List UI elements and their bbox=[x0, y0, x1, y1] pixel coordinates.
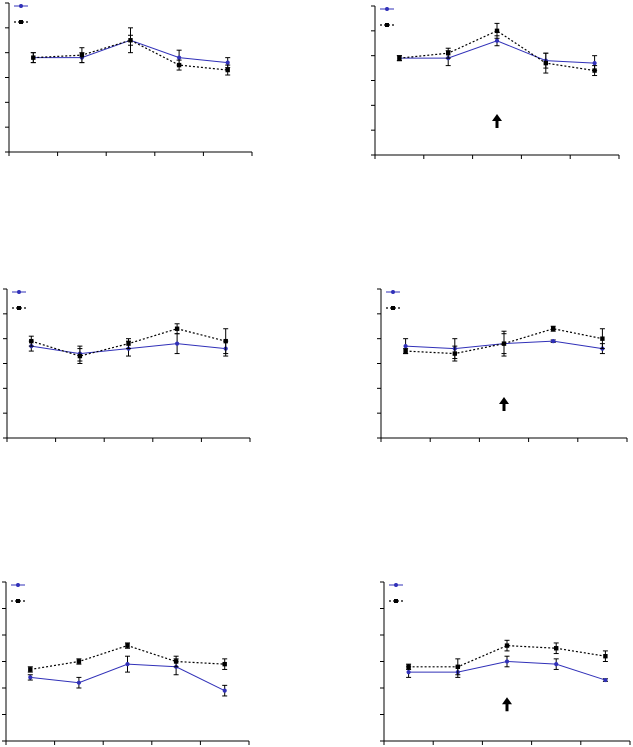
series-1-point bbox=[554, 662, 559, 667]
series-2-point bbox=[76, 659, 82, 664]
series-2-point bbox=[126, 341, 131, 346]
chart-panel-1 bbox=[5, 2, 253, 156]
legend-marker-series-1 bbox=[391, 290, 395, 294]
series-2-point bbox=[79, 52, 85, 58]
up-arrow-icon bbox=[492, 114, 502, 129]
legend-marker-series-1 bbox=[17, 290, 21, 294]
series-2-point bbox=[125, 643, 130, 648]
chart-panel-3 bbox=[3, 288, 251, 442]
series-2-point bbox=[397, 55, 402, 61]
legend-marker-series-1 bbox=[394, 583, 398, 587]
legend-marker-series-1 bbox=[16, 583, 20, 587]
series-2-line bbox=[399, 30, 595, 72]
series-2-point bbox=[543, 60, 548, 66]
series-2-point bbox=[28, 667, 33, 672]
up-arrow-icon bbox=[502, 697, 512, 712]
series-2-point bbox=[501, 341, 507, 346]
series-2-point bbox=[494, 28, 500, 34]
series-2-point bbox=[223, 338, 228, 344]
series-1-point bbox=[504, 659, 510, 664]
chart-panel-6 bbox=[380, 581, 631, 745]
series-1-point bbox=[175, 341, 180, 346]
series-2-point bbox=[174, 326, 180, 331]
series-2-point bbox=[29, 338, 34, 344]
series-2-point bbox=[592, 68, 597, 73]
up-arrow-icon bbox=[499, 397, 509, 412]
series-2-point bbox=[222, 661, 227, 667]
series-2-point bbox=[554, 646, 559, 651]
series-2-line bbox=[33, 39, 228, 71]
series-1-point bbox=[225, 60, 230, 65]
series-1-point bbox=[222, 688, 227, 693]
legend-marker-series-2 bbox=[385, 23, 389, 27]
series-1-point bbox=[592, 61, 597, 66]
series-2-point bbox=[600, 336, 605, 341]
series-2-point bbox=[551, 326, 556, 331]
chart-panel-2 bbox=[371, 5, 620, 159]
series-2-point bbox=[176, 62, 182, 68]
series-1-point bbox=[76, 680, 82, 685]
series-2-point bbox=[31, 55, 36, 60]
series-2-line bbox=[405, 328, 603, 355]
series-2-point bbox=[455, 664, 460, 669]
legend-marker-series-2 bbox=[17, 306, 21, 310]
series-1-point bbox=[177, 55, 182, 60]
legend-marker-series-2 bbox=[16, 599, 20, 603]
series-2-point bbox=[403, 348, 408, 354]
series-2-point bbox=[504, 643, 510, 648]
series-2-line bbox=[408, 644, 606, 668]
series-1-point bbox=[125, 662, 130, 667]
series-1-point bbox=[28, 675, 33, 680]
series-2-point bbox=[603, 654, 608, 659]
series-2-point bbox=[173, 659, 179, 664]
series-2-point bbox=[77, 353, 83, 359]
series-1-point bbox=[403, 344, 408, 349]
legend-marker-series-2 bbox=[391, 306, 395, 310]
chart-panel-4 bbox=[377, 288, 628, 442]
series-2-point bbox=[406, 664, 411, 669]
series-1-point bbox=[603, 677, 608, 683]
legend-marker-series-2 bbox=[19, 20, 23, 24]
series-2-point bbox=[128, 38, 133, 43]
legend-marker-series-1 bbox=[19, 4, 23, 8]
series-1-point bbox=[406, 670, 411, 675]
series-2-point bbox=[452, 351, 457, 356]
legend-marker-series-2 bbox=[394, 599, 398, 603]
series-1-point bbox=[551, 339, 556, 344]
series-2-point bbox=[446, 50, 451, 56]
legend-marker-series-1 bbox=[385, 7, 389, 11]
series-2-point bbox=[225, 67, 230, 73]
chart-panel-5 bbox=[2, 581, 250, 745]
series-1-point bbox=[494, 38, 500, 43]
